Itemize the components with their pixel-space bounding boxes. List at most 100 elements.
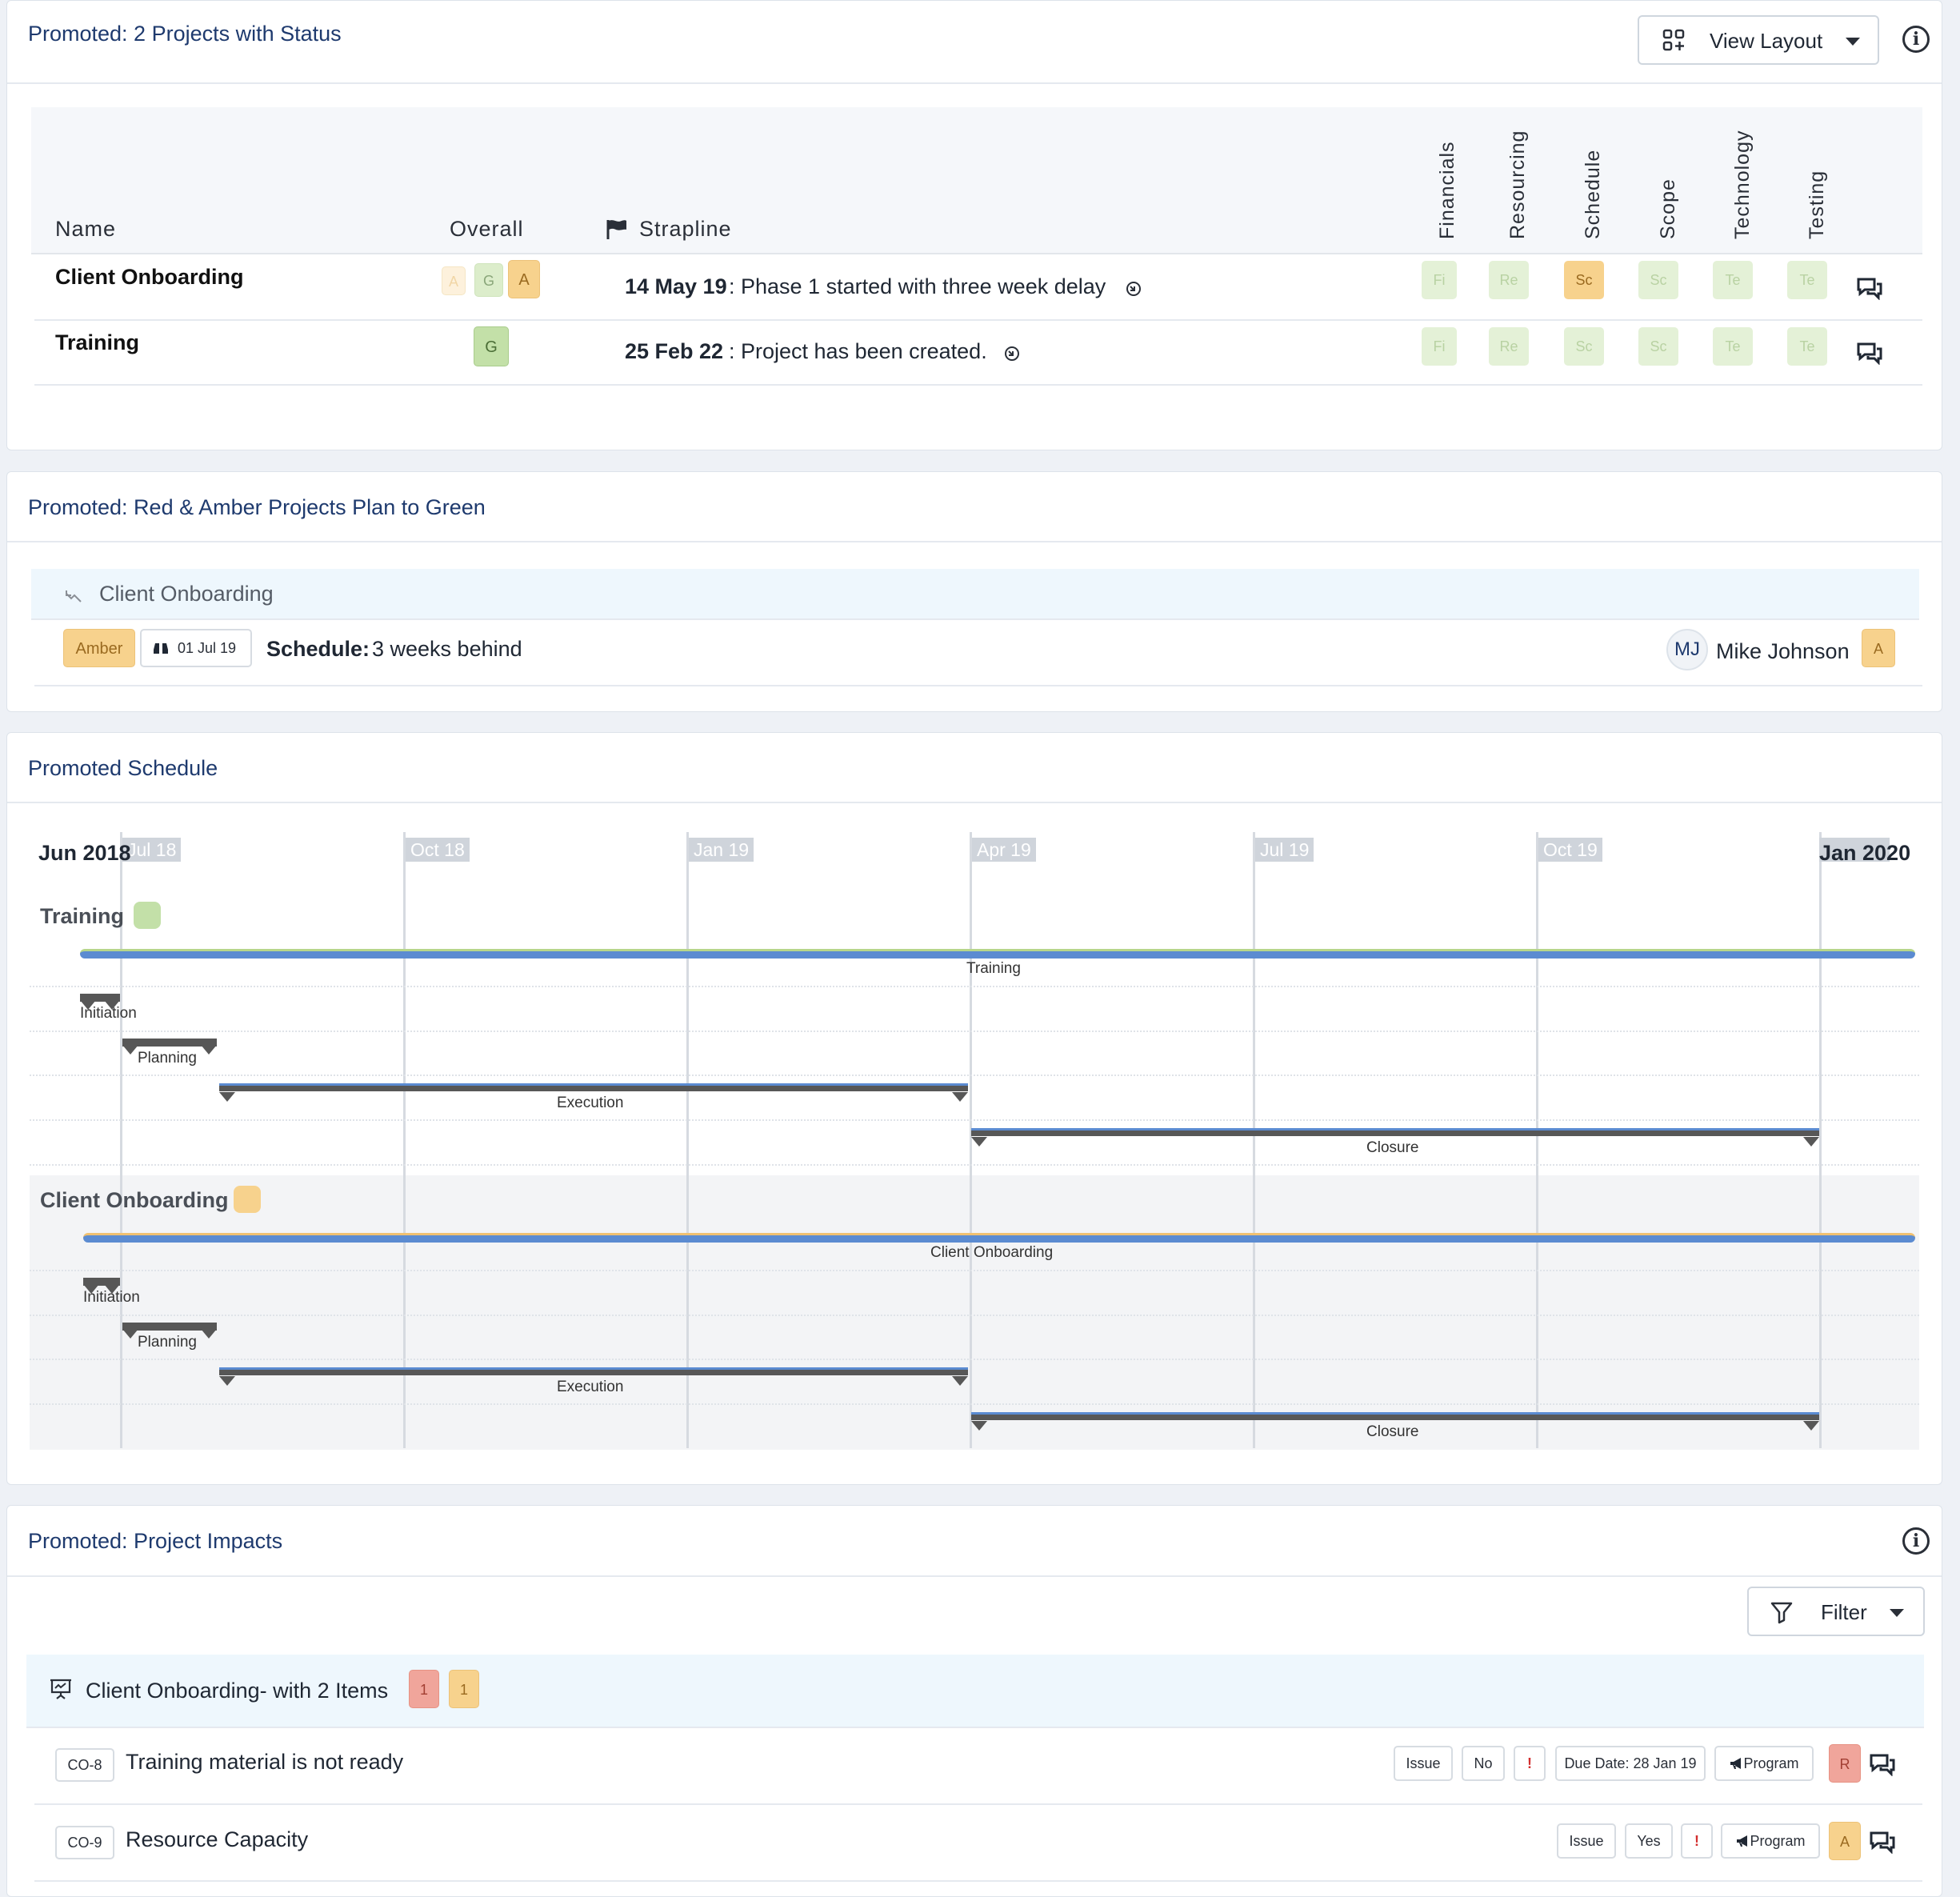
comments-icon[interactable]	[1856, 341, 1883, 365]
filter-button[interactable]: Filter	[1747, 1587, 1925, 1636]
gantt-start-label: Jun 2018	[38, 841, 131, 865]
schedule-card-title: Promoted Schedule	[28, 756, 218, 780]
month-label: Jul 18	[122, 838, 182, 862]
strapline-text: : Project has been created.	[729, 339, 987, 363]
technology-cell[interactable]: Te	[1713, 327, 1753, 366]
item-title-link[interactable]: Training material is not ready	[126, 1750, 404, 1774]
gantt-row-divider	[30, 1031, 1919, 1032]
resourcing-cell[interactable]: Re	[1489, 261, 1529, 299]
phase-bar[interactable]	[219, 1367, 968, 1386]
comments-icon[interactable]	[1869, 1752, 1896, 1776]
col-strapline-header: Strapline	[639, 217, 732, 241]
month-label: Apr 19	[972, 838, 1036, 862]
megaphone-icon	[1730, 1758, 1742, 1769]
scope-tag: Program	[1714, 1746, 1814, 1781]
technology-cell[interactable]: Te	[1713, 261, 1753, 299]
month-label: Oct 19	[1538, 838, 1602, 862]
project-name-link[interactable]: Training	[55, 330, 140, 354]
row-divider	[34, 1880, 1922, 1882]
info-icon[interactable]: i	[1902, 26, 1930, 53]
project-bar[interactable]	[83, 1233, 1915, 1243]
project-name-link[interactable]: Client Onboarding	[55, 265, 244, 289]
plan-group-header	[31, 569, 1919, 620]
impacts-group-header	[26, 1655, 1924, 1728]
item-flag-tag: No	[1462, 1746, 1505, 1781]
item-type-tag: Issue	[1394, 1746, 1453, 1781]
phase-bar[interactable]	[83, 1278, 120, 1294]
item-flag-tag: Yes	[1625, 1823, 1673, 1859]
phase-label: Initiation	[83, 1289, 140, 1306]
financials-cell[interactable]: Fi	[1422, 261, 1457, 299]
phase-bar[interactable]	[80, 994, 120, 1010]
status-card: Promoted: 2 Projects with Status View La…	[6, 0, 1942, 450]
phase-label: Closure	[1366, 1423, 1419, 1440]
binoculars-icon	[154, 643, 168, 654]
trend-icon	[66, 590, 82, 602]
strapline-date: 14 May 19	[625, 274, 727, 298]
red-count-badge: 1	[409, 1670, 439, 1708]
target-date-tag: 01 Jul 19	[140, 629, 252, 667]
impacts-card-title: Promoted: Project Impacts	[28, 1529, 283, 1553]
impacts-group-name: Client Onboarding- with 2 Items	[86, 1679, 389, 1703]
scope-cell[interactable]: Sc	[1638, 261, 1678, 299]
view-layout-button[interactable]: View Layout	[1638, 15, 1879, 65]
rag-badge-amber: A	[1829, 1822, 1861, 1860]
item-title-link[interactable]: Resource Capacity	[126, 1827, 309, 1851]
gantt-row-divider	[30, 986, 1919, 987]
scope-label: Program	[1743, 1755, 1799, 1771]
phase-label: Execution	[557, 1095, 624, 1111]
due-date-tag: Due Date: 28 Jan 19	[1555, 1746, 1706, 1781]
phase-bar[interactable]	[122, 1323, 217, 1339]
month-gridline	[1536, 832, 1538, 1448]
history-icon[interactable]	[1004, 346, 1020, 362]
comments-icon[interactable]	[1856, 276, 1883, 300]
plan-to-green-card: Promoted: Red & Amber Projects Plan to G…	[6, 471, 1942, 712]
scope-cell[interactable]: Sc	[1638, 327, 1678, 366]
chevron-down-icon	[1890, 1609, 1904, 1617]
target-date: 01 Jul 19	[178, 640, 237, 656]
megaphone-icon	[1737, 1835, 1748, 1847]
status-dot	[134, 902, 161, 929]
impacts-card: Promoted: Project Impacts i Filter Clien…	[6, 1505, 1942, 1897]
month-label-end	[1819, 838, 1890, 862]
rag-badge-red: R	[1829, 1744, 1861, 1783]
schedule-cell[interactable]: Sc	[1564, 261, 1604, 299]
filter-label: Filter	[1821, 1600, 1867, 1624]
col-technology-header: Technology	[1731, 130, 1754, 239]
info-icon[interactable]: i	[1902, 1527, 1930, 1555]
schedule-cell[interactable]: Sc	[1564, 327, 1604, 366]
phase-label: Closure	[1366, 1139, 1419, 1156]
phase-bar[interactable]	[219, 1083, 968, 1102]
project-bar[interactable]	[80, 949, 1915, 959]
phase-label: Initiation	[80, 1005, 137, 1022]
presentation-icon	[50, 1679, 71, 1699]
gantt-row-divider	[30, 1359, 1919, 1360]
item-id-tag: CO-8	[55, 1748, 114, 1782]
gantt-project-name: Training	[40, 904, 125, 928]
row-divider	[34, 384, 1922, 386]
month-label: Oct 18	[406, 838, 470, 862]
phase-bar[interactable]	[971, 1412, 1819, 1431]
phase-bar[interactable]	[122, 1039, 217, 1055]
resourcing-cell[interactable]: Re	[1489, 327, 1529, 366]
status-dot	[234, 1186, 261, 1213]
overall-badge-green: G	[474, 326, 509, 366]
gantt-row-divider	[30, 1403, 1919, 1405]
month-gridline	[403, 832, 406, 1448]
financials-cell[interactable]: Fi	[1422, 327, 1457, 366]
col-name-header: Name	[55, 217, 117, 241]
owner-badge: A	[1862, 629, 1895, 667]
month-gridline	[970, 832, 972, 1448]
overall-badge-green-faded: G	[474, 263, 503, 297]
overall-badge-amber-faded: A	[442, 266, 466, 295]
project-bar-label: Client Onboarding	[930, 1244, 1054, 1261]
phase-bar[interactable]	[971, 1128, 1819, 1147]
plan-card-title: Promoted: Red & Amber Projects Plan to G…	[28, 495, 486, 519]
comments-icon[interactable]	[1869, 1830, 1896, 1854]
testing-cell[interactable]: Te	[1787, 327, 1827, 366]
testing-cell[interactable]: Te	[1787, 261, 1827, 299]
flag-icon	[606, 220, 626, 239]
history-icon[interactable]	[1126, 281, 1142, 297]
col-overall-header: Overall	[450, 217, 524, 241]
gantt-row-divider	[30, 1075, 1919, 1076]
